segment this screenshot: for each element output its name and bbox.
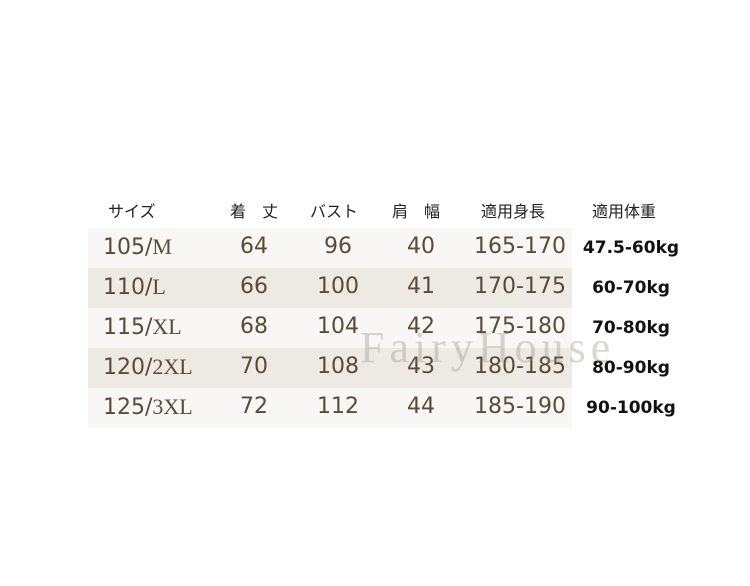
table-row — [88, 308, 572, 348]
cell-height: 185-190 — [474, 394, 566, 419]
table-row — [88, 388, 572, 428]
table-row — [88, 348, 572, 388]
cell-shoulder: 40 — [407, 234, 435, 259]
cell-length: 72 — [240, 394, 268, 419]
cell-bust: 112 — [317, 394, 359, 419]
cell-bust: 96 — [324, 234, 352, 259]
header-length: 着 丈 — [230, 202, 279, 221]
cell-shoulder: 44 — [407, 394, 435, 419]
header-height: 適用身長 — [481, 202, 546, 221]
cell-size: 115/XL — [103, 314, 182, 340]
cell-bust: 104 — [317, 314, 359, 339]
table-row — [88, 228, 572, 268]
cell-height: 170-175 — [474, 274, 566, 299]
cell-size: 125/3XL — [103, 394, 193, 420]
cell-length: 64 — [240, 234, 268, 259]
header-shoulder: 肩 幅 — [392, 202, 441, 221]
cell-height: 180-185 — [474, 354, 566, 379]
header-size: サイズ — [108, 202, 156, 221]
cell-weight: 47.5-60kg — [582, 238, 680, 258]
header-bust: バスト — [310, 202, 359, 221]
cell-shoulder: 42 — [407, 314, 435, 339]
table-row — [88, 268, 572, 308]
cell-length: 66 — [240, 274, 268, 299]
cell-size: 120/2XL — [103, 354, 193, 380]
cell-shoulder: 43 — [407, 354, 435, 379]
cell-length: 68 — [240, 314, 268, 339]
watermark: FairyHouse — [360, 323, 616, 372]
cell-size: 110/L — [103, 274, 166, 300]
cell-weight: 80-90kg — [592, 358, 670, 378]
cell-bust: 108 — [317, 354, 359, 379]
cell-weight: 60-70kg — [592, 278, 670, 298]
cell-length: 70 — [240, 354, 268, 379]
cell-bust: 100 — [317, 274, 359, 299]
cell-weight: 90-100kg — [586, 398, 676, 418]
cell-shoulder: 41 — [407, 274, 435, 299]
header-weight: 適用体重 — [592, 202, 657, 221]
cell-size: 105/M — [103, 234, 172, 260]
cell-height: 175-180 — [474, 314, 566, 339]
cell-weight: 70-80kg — [592, 318, 670, 338]
cell-height: 165-170 — [474, 234, 566, 259]
